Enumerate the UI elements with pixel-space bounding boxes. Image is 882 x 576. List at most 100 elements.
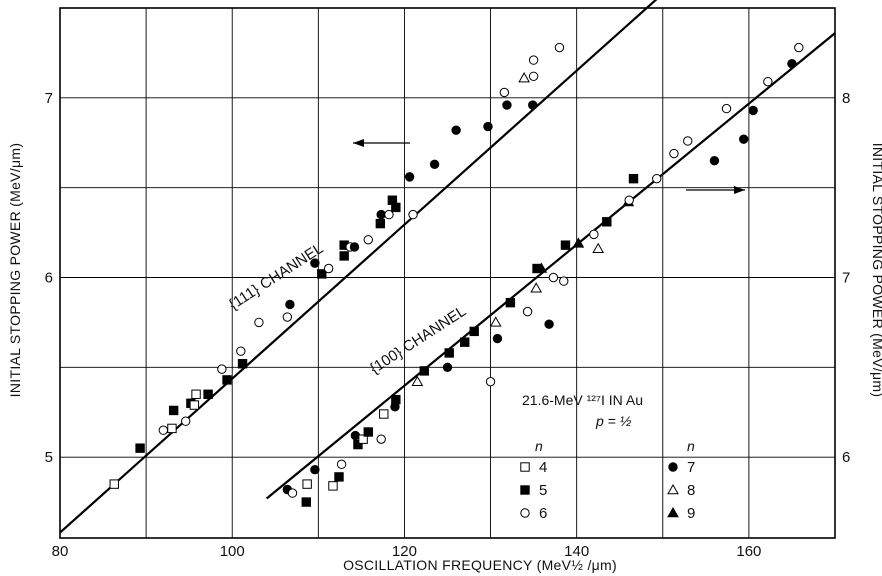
fit-lines [59,0,836,534]
data-point-filled-square [419,366,429,376]
data-point-filled-circle [350,430,361,441]
data-point-filled-circle [483,121,493,132]
x-tick-label: 120 [392,543,417,560]
data-point-open-circle [282,312,293,322]
data-point-open-triangle [489,316,502,327]
data-point-open-square [191,389,201,399]
data-point-filled-circle [528,100,538,110]
data-point-open-square [358,434,368,444]
data-point-filled-square [602,217,612,227]
data-point-filled-circle [739,134,749,144]
legend-label-n8: 8 [687,482,695,499]
legend-label-n7: 7 [687,459,695,476]
data-points [109,42,804,507]
data-point-open-circle [485,376,496,387]
data-point-filled-square [363,427,373,437]
data-point-filled-square [353,439,363,450]
legend-marker-filled-triangle [667,506,679,518]
data-point-open-triangle [592,242,605,253]
data-point-filled-circle [310,258,320,268]
data-point-filled-square [628,173,639,184]
y-tick-label-left: 7 [45,90,53,107]
data-point-filled-square [222,375,232,385]
data-point-filled-square [505,297,516,308]
data-point-filled-circle [502,100,512,110]
data-point-open-circle [287,488,298,498]
data-point-open-circle [589,229,599,240]
data-point-filled-circle [492,333,503,344]
data-point-open-circle [254,317,264,328]
data-point-filled-square [560,240,571,250]
data-point-open-circle [323,263,334,274]
data-point-filled-square [237,359,248,369]
legend: n n 4 5 6 7 8 9 [520,438,695,522]
data-point-open-square [302,479,312,489]
data-point-filled-square [168,405,179,416]
data-point-filled-circle [709,156,720,166]
y-tick-label-right: 7 [842,269,850,286]
data-point-filled-square [375,218,386,229]
data-point-open-square [328,481,338,491]
data-point-filled-circle [442,362,453,373]
data-point-filled-circle [285,299,295,310]
data-point-open-circle [236,346,246,356]
channel-111-label: {111} CHANNEL [226,240,326,313]
data-point-filled-square [391,202,401,213]
data-point-open-circle [499,87,510,98]
data-point-open-circle [528,71,539,81]
data-point-open-circle [528,55,539,65]
data-point-filled-circle [404,172,415,182]
x-tick-label: 160 [736,543,761,560]
fit-line-100 [265,32,836,500]
legend-marker-open-circle [520,508,530,518]
data-point-filled-circle [376,209,386,220]
data-point-open-circle [363,235,373,245]
y-tick-label-left: 5 [45,449,53,466]
y-axis-label-left: INITIAL STOPPING POWER (MeV/μm) [7,143,23,398]
data-point-filled-circle [451,125,461,135]
data-point-filled-circle [544,319,554,329]
legend-marker-filled-circle [668,462,678,472]
data-point-filled-square [317,269,327,279]
legend-label-n9: 9 [687,505,695,522]
right-axis-arrow [686,186,745,194]
data-point-open-square [109,479,119,489]
data-point-open-triangle [518,72,531,83]
data-point-open-circle [624,195,634,205]
data-point-filled-circle [787,58,797,69]
data-point-open-circle [384,209,394,220]
data-point-filled-square [460,337,470,347]
legend-header-left: n [535,438,543,454]
data-point-open-circle [683,136,693,146]
data-point-filled-square [469,326,479,337]
y-axis-label-right: INITIAL STOPPING POWER (MeV/μm) [870,143,882,398]
legend-header-right: n [687,438,695,454]
y-tick-label-right: 6 [842,449,850,466]
x-axis-label: OSCILLATION FREQUENCY (MeV½ /μm) [343,557,617,573]
data-point-open-circle [548,272,559,283]
info-line-2: p = ½ [595,413,632,429]
fit-line-111 [59,0,658,534]
data-point-filled-square [339,251,349,261]
data-point-filled-square [203,389,213,399]
data-point-open-circle [376,434,386,444]
data-point-open-circle [522,306,533,317]
data-point-open-circle [652,173,662,184]
x-tick-label: 140 [564,543,589,560]
channel-100-label: {100} CHANNEL [367,303,469,378]
data-point-filled-circle [310,465,320,475]
data-point-filled-square [301,497,311,507]
x-tick-label: 80 [52,543,69,560]
left-axis-arrow [353,139,410,147]
data-point-filled-circle [748,105,758,116]
grid [59,8,836,538]
data-point-open-circle [217,364,227,374]
legend-marker-filled-square [520,485,530,495]
data-point-open-circle [559,276,569,286]
data-point-open-square [189,400,200,410]
x-tick-label: 100 [220,543,245,560]
data-point-filled-square [444,348,454,358]
data-point-open-circle [408,209,418,220]
y-tick-label-left: 6 [45,269,53,286]
